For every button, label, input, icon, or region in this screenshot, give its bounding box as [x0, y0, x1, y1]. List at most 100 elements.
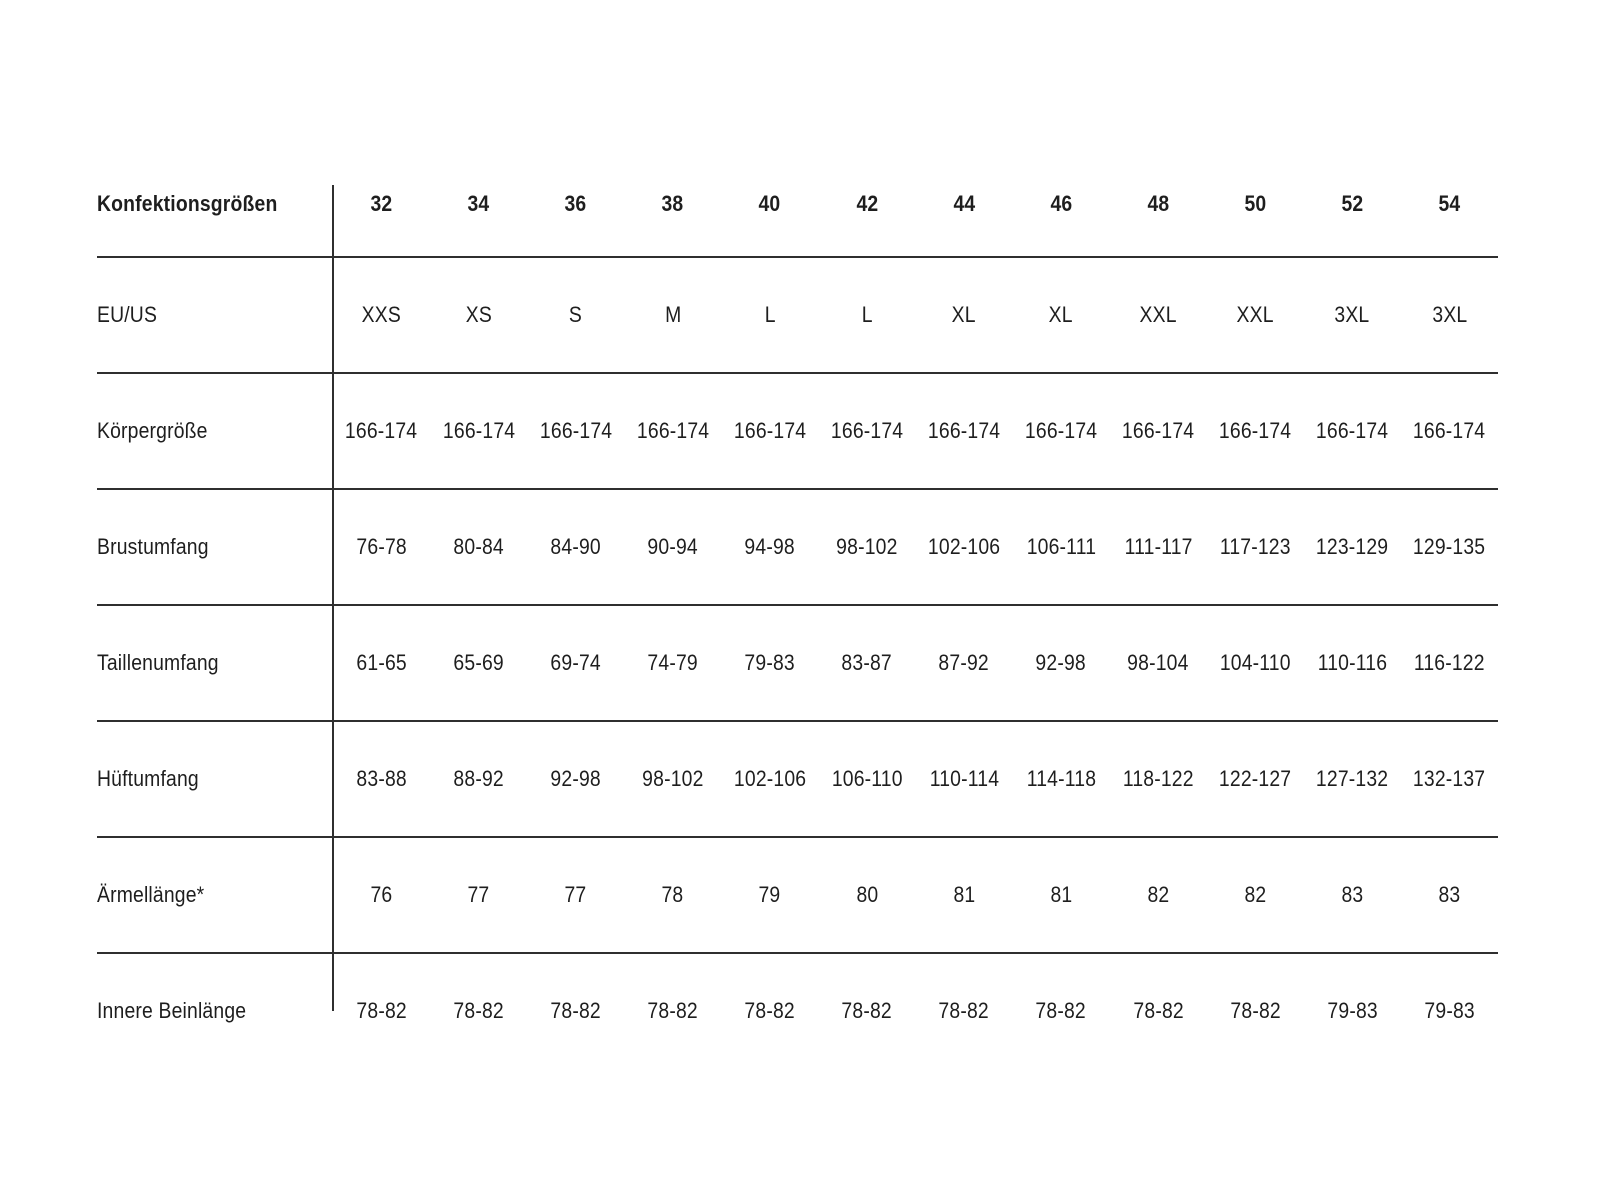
- value-text: 83-87: [841, 650, 893, 675]
- value-text: 90-94: [647, 534, 698, 559]
- value-cell: 61-65: [333, 650, 430, 676]
- table-row-brustumfang: Brustumfang 76-78 80-84 84-90 90-94 94-98 98-1…: [97, 490, 1498, 606]
- value-text: 116-122: [1414, 650, 1485, 675]
- value-text: 111-117: [1124, 534, 1193, 559]
- value-text: XL: [952, 302, 977, 327]
- value-cell: 110-116: [1304, 650, 1401, 676]
- value-cell: 129-135: [1401, 534, 1498, 560]
- value-cell: 80-84: [430, 534, 527, 560]
- value-cell: 78-82: [916, 998, 1013, 1024]
- value-cell: XL: [916, 302, 1013, 328]
- value-cell: 69-74: [527, 650, 624, 676]
- value-cell: 166-174: [916, 418, 1013, 444]
- value-cell: 78-82: [1207, 998, 1304, 1024]
- value-text: 40: [758, 191, 781, 216]
- value-cell: 76: [333, 882, 430, 908]
- value-text: 92-98: [1035, 650, 1087, 675]
- value-cell: 116-122: [1401, 650, 1498, 676]
- value-text: 69-74: [550, 650, 601, 675]
- value-cell: 78-82: [818, 998, 915, 1024]
- value-cell: 83-88: [333, 766, 430, 792]
- value-cell: 166-174: [527, 418, 624, 444]
- value-cell: 52: [1304, 191, 1401, 217]
- value-text: 44: [953, 191, 975, 216]
- value-text: 166-174: [1122, 418, 1195, 443]
- value-cell: 102-106: [721, 766, 818, 792]
- value-cell: M: [624, 302, 721, 328]
- row-label-cell: Taillenumfang: [97, 650, 333, 676]
- value-text: 54: [1438, 191, 1461, 216]
- value-text: 166-174: [636, 418, 709, 443]
- value-text: 117-123: [1219, 534, 1291, 559]
- table-row-hueftumfang: Hüftumfang 83-88 88-92 92-98 98-102 102-106 10…: [97, 722, 1498, 838]
- value-text: 82: [1147, 882, 1170, 907]
- value-text: 78: [661, 882, 684, 907]
- row-label: Brustumfang: [97, 534, 209, 559]
- value-text: 102-106: [927, 534, 1001, 559]
- value-text: 52: [1341, 191, 1364, 216]
- value-cell: 34: [430, 191, 527, 217]
- value-cell: 106-111: [1013, 534, 1110, 560]
- value-cell: 166-174: [624, 418, 721, 444]
- value-cell: 78-82: [1110, 998, 1207, 1024]
- row-label-cell: Innere Beinlänge: [97, 998, 333, 1024]
- value-text: 79: [758, 882, 781, 907]
- value-cell: 81: [916, 882, 1013, 908]
- value-text: 81: [953, 882, 975, 907]
- table-row-koerpergroesse: Körpergröße 166-174 166-174 166-174 166-174 1…: [97, 374, 1498, 490]
- value-text: M: [664, 302, 681, 327]
- value-text: 78-82: [841, 998, 893, 1023]
- value-cell: 117-123: [1207, 534, 1304, 560]
- value-cell: 36: [527, 191, 624, 217]
- table-row-taillenumfang: Taillenumfang 61-65 65-69 69-74 74-79 79-83 83…: [97, 606, 1498, 722]
- value-text: 65-69: [453, 650, 504, 675]
- value-cell: 79-83: [721, 650, 818, 676]
- value-cell: 79-83: [1401, 998, 1498, 1024]
- value-cell: 166-174: [1013, 418, 1110, 444]
- value-text: 48: [1147, 191, 1170, 216]
- value-cell: 78-82: [624, 998, 721, 1024]
- value-cell: 42: [818, 191, 915, 217]
- value-text: 78-82: [744, 998, 796, 1023]
- value-text: 78-82: [1230, 998, 1281, 1023]
- value-text: 166-174: [345, 418, 418, 443]
- value-text: 50: [1244, 191, 1267, 216]
- value-text: XXL: [1236, 302, 1274, 327]
- value-cell: 78-82: [333, 998, 430, 1024]
- row-label-cell: Brustumfang: [97, 534, 333, 560]
- value-cell: 77: [430, 882, 527, 908]
- value-text: 166-174: [1413, 418, 1486, 443]
- value-text: 34: [467, 191, 490, 216]
- value-text: XS: [465, 302, 492, 327]
- value-text: 110-114: [929, 766, 999, 791]
- value-text: 88-92: [453, 766, 504, 791]
- value-text: 83: [1438, 882, 1461, 907]
- value-text: 83: [1341, 882, 1364, 907]
- value-text: 106-111: [1026, 534, 1096, 559]
- value-text: L: [861, 302, 873, 327]
- value-text: 166-174: [539, 418, 612, 443]
- value-text: 78-82: [453, 998, 504, 1023]
- value-cell: 166-174: [333, 418, 430, 444]
- value-cell: 114-118: [1013, 766, 1110, 792]
- value-cell: 166-174: [721, 418, 818, 444]
- value-cell: 78-82: [430, 998, 527, 1024]
- row-label-cell: Ärmellänge*: [97, 882, 333, 908]
- table-vertical-divider: [332, 185, 334, 1011]
- value-cell: 166-174: [430, 418, 527, 444]
- value-cell: 48: [1110, 191, 1207, 217]
- value-cell: S: [527, 302, 624, 328]
- value-text: 166-174: [927, 418, 1001, 443]
- value-text: 92-98: [550, 766, 601, 791]
- value-text: 98-102: [836, 534, 898, 559]
- value-text: 129-135: [1413, 534, 1486, 559]
- value-text: S: [569, 302, 583, 327]
- value-text: XL: [1049, 302, 1074, 327]
- header-row: Konfektionsgrößen 32 34 36 38 40 42 44 46 48 50 52 5…: [97, 170, 1498, 258]
- value-text: 94-98: [744, 534, 796, 559]
- value-text: 77: [467, 882, 490, 907]
- value-cell: 3XL: [1304, 302, 1401, 328]
- row-label: Ärmellänge*: [97, 882, 205, 907]
- value-cell: 80: [818, 882, 915, 908]
- value-cell: L: [818, 302, 915, 328]
